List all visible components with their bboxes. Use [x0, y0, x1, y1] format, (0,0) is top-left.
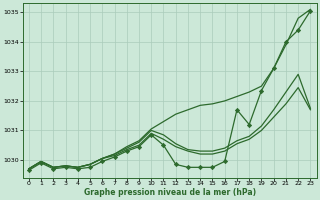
X-axis label: Graphe pression niveau de la mer (hPa): Graphe pression niveau de la mer (hPa)	[84, 188, 256, 197]
